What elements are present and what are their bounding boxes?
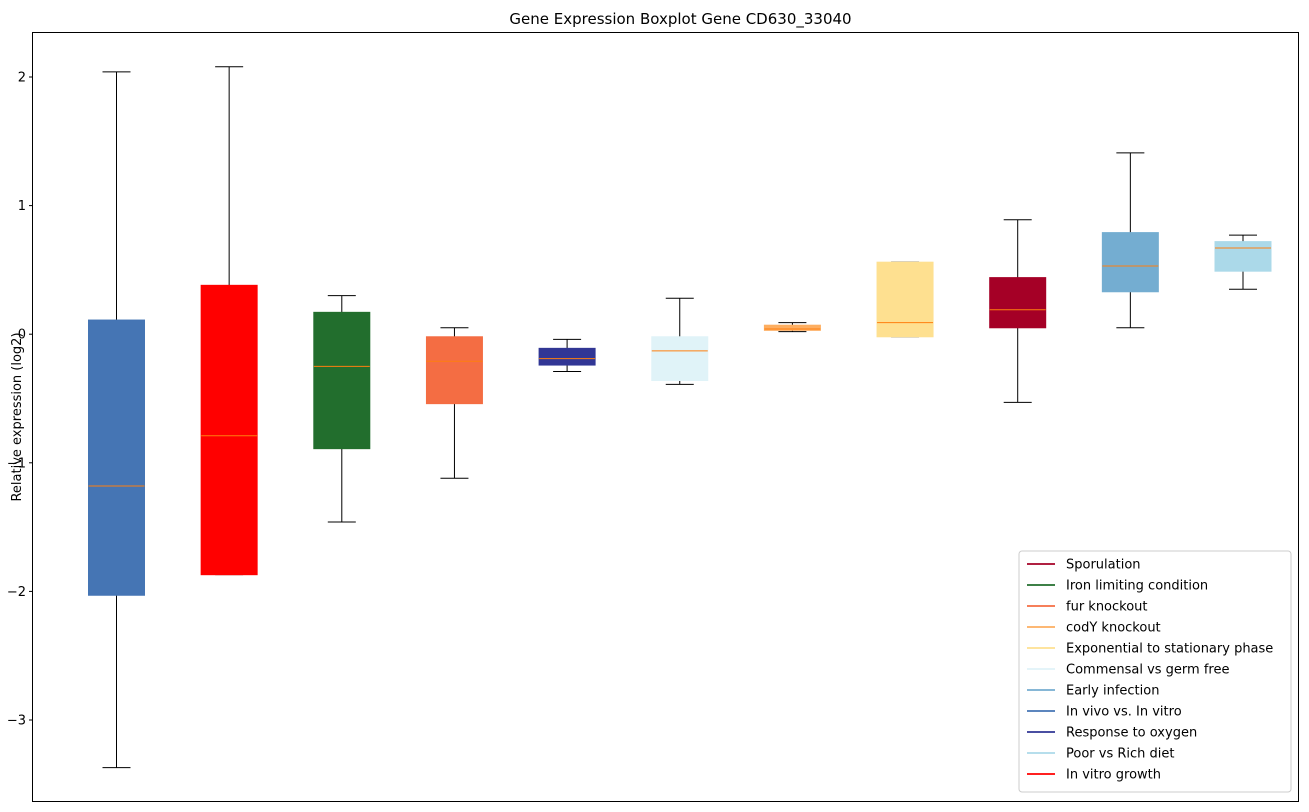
box-body	[200, 284, 258, 576]
legend-item: Exponential to stationary phase	[1027, 642, 1273, 657]
box-body	[876, 261, 934, 338]
box-body	[88, 319, 145, 596]
legend-label: Commensal vs germ free	[1066, 663, 1229, 678]
box-1	[88, 71, 145, 769]
box-3	[313, 295, 371, 523]
y-tick-label: −2	[7, 585, 26, 600]
legend: Sporulation Iron limiting condition fur kn…	[1018, 550, 1292, 793]
box-body	[1214, 241, 1272, 272]
box-body	[313, 311, 371, 450]
legend-label: Poor vs Rich diet	[1066, 747, 1174, 762]
legend-item: fur knockout	[1027, 600, 1148, 615]
box-body	[538, 347, 596, 366]
legend-item: Iron limiting condition	[1027, 579, 1208, 594]
y-tick-label: 0	[18, 328, 26, 343]
legend-item: In vitro growth	[1027, 768, 1161, 783]
legend-label: Response to oxygen	[1066, 726, 1197, 741]
box-body	[763, 324, 821, 331]
legend-item: Early infection	[1027, 684, 1159, 699]
legend-item: Commensal vs germ free	[1027, 663, 1229, 678]
box-body	[1101, 232, 1159, 293]
box-8	[876, 261, 934, 338]
legend-frame	[1018, 550, 1292, 793]
box-6	[651, 297, 709, 385]
box-11	[1214, 234, 1272, 290]
chart-title: Gene Expression Boxplot Gene CD630_33040	[509, 10, 851, 29]
box-body	[651, 336, 709, 381]
legend-item: codY knockout	[1027, 621, 1161, 636]
box-10	[1101, 152, 1159, 329]
box-body	[989, 277, 1047, 329]
legend-label: codY knockout	[1066, 621, 1161, 636]
legend-item: Sporulation	[1027, 558, 1141, 573]
legend-label: In vitro growth	[1066, 768, 1161, 783]
box-7	[763, 322, 821, 333]
legend-item: Poor vs Rich diet	[1027, 747, 1174, 762]
legend-label: Early infection	[1066, 684, 1159, 699]
box-4	[425, 327, 483, 479]
legend-label: Exponential to stationary phase	[1066, 642, 1273, 657]
axes-frame	[32, 32, 1299, 802]
legend-item: Response to oxygen	[1027, 726, 1197, 741]
y-axis-label: Relative expression (log2)	[10, 332, 25, 501]
y-tick-label: −3	[7, 714, 26, 729]
legend-label: Sporulation	[1066, 558, 1141, 573]
legend-label: In vivo vs. In vitro	[1066, 705, 1182, 720]
box-5	[538, 338, 596, 372]
legend-item: In vivo vs. In vitro	[1027, 705, 1182, 720]
y-tick-label: −1	[7, 456, 26, 471]
y-tick-label: 2	[18, 71, 26, 86]
box-2	[200, 66, 258, 576]
y-tick-label: 1	[18, 199, 26, 214]
legend-label: Iron limiting condition	[1066, 579, 1208, 594]
legend-label: fur knockout	[1066, 600, 1148, 615]
box-body	[425, 336, 483, 405]
plot-area: −3 −2 −1 0 1 2	[7, 66, 1272, 769]
box-9	[989, 219, 1047, 403]
